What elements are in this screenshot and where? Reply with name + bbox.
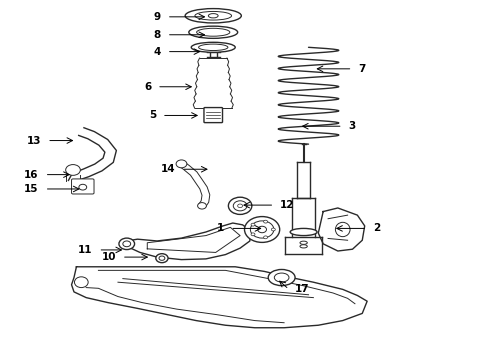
Ellipse shape — [79, 184, 87, 190]
Ellipse shape — [233, 201, 247, 211]
Ellipse shape — [290, 228, 317, 235]
Ellipse shape — [250, 221, 274, 238]
Text: 14: 14 — [161, 164, 175, 174]
Ellipse shape — [191, 42, 235, 52]
Text: 2: 2 — [373, 224, 380, 233]
Ellipse shape — [238, 204, 243, 208]
Text: 3: 3 — [348, 121, 356, 131]
Ellipse shape — [228, 197, 252, 215]
Ellipse shape — [176, 160, 187, 168]
Ellipse shape — [159, 256, 165, 260]
Ellipse shape — [74, 277, 88, 288]
Ellipse shape — [119, 238, 135, 249]
Ellipse shape — [189, 26, 238, 39]
Text: 9: 9 — [154, 12, 161, 22]
Text: 11: 11 — [78, 245, 93, 255]
FancyBboxPatch shape — [204, 108, 222, 123]
FancyBboxPatch shape — [72, 179, 94, 194]
Text: 13: 13 — [27, 136, 41, 145]
Ellipse shape — [185, 9, 242, 23]
Text: 17: 17 — [295, 284, 310, 294]
Ellipse shape — [198, 44, 228, 50]
Ellipse shape — [208, 14, 218, 18]
Ellipse shape — [195, 12, 232, 20]
Text: 10: 10 — [101, 252, 116, 262]
Text: 8: 8 — [154, 30, 161, 40]
Text: 12: 12 — [280, 200, 294, 210]
Ellipse shape — [271, 228, 275, 231]
Ellipse shape — [264, 220, 268, 223]
Text: 6: 6 — [144, 82, 151, 92]
Ellipse shape — [197, 203, 206, 209]
Ellipse shape — [274, 273, 289, 282]
Ellipse shape — [300, 245, 307, 248]
Text: 7: 7 — [358, 64, 366, 74]
Ellipse shape — [196, 28, 230, 36]
Ellipse shape — [258, 226, 267, 233]
Ellipse shape — [300, 241, 307, 244]
Text: 5: 5 — [149, 111, 156, 121]
Ellipse shape — [264, 236, 268, 239]
Ellipse shape — [335, 222, 350, 237]
Ellipse shape — [123, 241, 131, 247]
Ellipse shape — [251, 223, 255, 226]
Ellipse shape — [156, 254, 168, 263]
Text: 15: 15 — [24, 184, 39, 194]
Text: 1: 1 — [217, 224, 224, 233]
Text: 4: 4 — [153, 46, 161, 57]
Ellipse shape — [66, 165, 80, 175]
Ellipse shape — [245, 217, 280, 242]
Ellipse shape — [251, 233, 255, 236]
Ellipse shape — [268, 270, 295, 285]
Text: 16: 16 — [24, 170, 39, 180]
